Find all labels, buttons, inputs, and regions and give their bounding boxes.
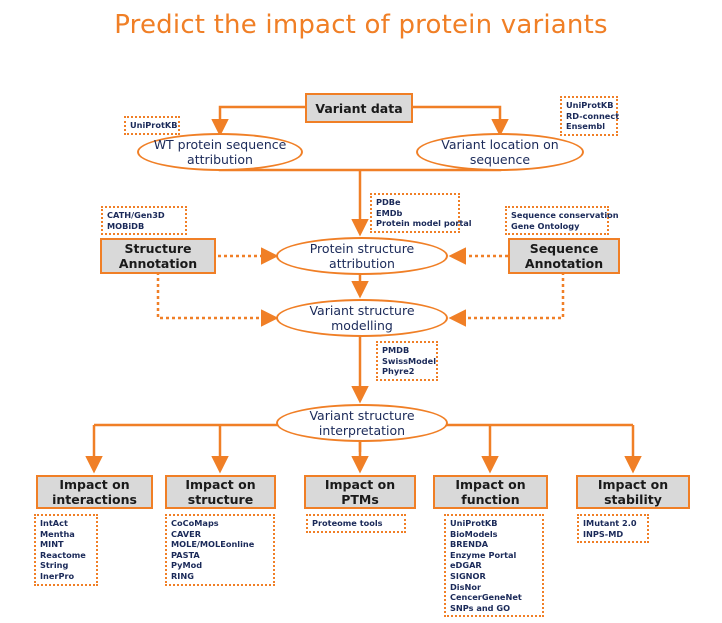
source-item: MOBiDB	[107, 220, 145, 231]
source-item: Proteome tools	[312, 518, 383, 528]
node-impact-ptms-label: Impact on PTMs	[324, 477, 396, 507]
source-item: Sequence conservation	[511, 210, 619, 220]
source-item: IMutant 2.0	[583, 518, 637, 528]
source-item: Phyre2	[382, 366, 415, 377]
node-variant-location: Variant location on sequence	[416, 133, 584, 171]
source-item: Reactome	[40, 549, 86, 560]
node-impact-function: Impact on function	[433, 475, 548, 509]
node-impact-interactions: Impact on interactions	[36, 475, 153, 509]
arrow-variant-to-location	[413, 105, 509, 137]
node-impact-stability-label: Impact on stability	[597, 477, 669, 507]
source-item: String	[40, 560, 69, 571]
page-title: Predict the impact of protein variants	[114, 10, 608, 40]
source-item: CAVER	[171, 528, 202, 539]
node-sequence-annotation-label: Sequence Annotation	[524, 241, 604, 271]
node-wt-sequence-label: WT protein sequence attribution	[153, 137, 287, 167]
sources-variant-modelling: PMDB SwissModel Phyre2	[376, 341, 438, 381]
source-item: InerPro	[40, 570, 75, 581]
source-item: PyMod	[171, 560, 203, 571]
source-item: eDGAR	[450, 560, 482, 571]
source-item: BRENDA	[450, 539, 489, 550]
dotted-structure-annotation-to-modelling	[156, 272, 279, 327]
source-item: CATH/Gen3D	[107, 210, 165, 220]
source-item: SwissModel	[382, 355, 437, 366]
node-impact-structure: Impact on structure	[165, 475, 276, 509]
sources-wt-sequence: UniProtKB	[124, 116, 180, 135]
node-variant-location-label: Variant location on sequence	[441, 137, 559, 167]
node-impact-structure-label: Impact on structure	[185, 477, 256, 507]
sources-impact-structure: CoCoMaps CAVER MOLE/MOLEonline PASTA PyM…	[165, 514, 275, 586]
node-impact-ptms: Impact on PTMs	[304, 475, 416, 509]
source-item: UniProtKB	[450, 518, 498, 528]
source-item: EMDb	[376, 207, 403, 218]
source-item: PDBe	[376, 197, 401, 207]
node-variant-modelling-label: Variant structure modelling	[309, 303, 415, 333]
node-variant-interpretation-label: Variant structure interpretation	[309, 408, 415, 438]
node-variant-interpretation: Variant structure interpretation	[276, 404, 448, 442]
source-item: MOLE/MOLEonline	[171, 539, 255, 550]
source-item: RING	[171, 570, 194, 581]
node-wt-sequence: WT protein sequence attribution	[137, 133, 303, 171]
sources-variant-location: UniProtKB RD-connect Ensembl	[560, 96, 620, 136]
node-protein-structure: Protein structure attribution	[276, 237, 448, 275]
source-item: CoCoMaps	[171, 518, 219, 528]
source-item: Mentha	[40, 528, 75, 539]
source-item: MINT	[40, 539, 64, 550]
sources-protein-structure: PDBe EMDb Protein model portal	[370, 193, 472, 233]
source-item: Gene Ontology	[511, 220, 580, 231]
source-item: PMDB	[382, 345, 410, 355]
source-item: UniProtKB	[130, 120, 178, 130]
source-item: Ensembl	[566, 121, 606, 132]
node-structure-annotation: Structure Annotation	[100, 238, 216, 274]
sources-impact-ptms: Proteome tools	[306, 514, 406, 533]
node-variant-data-label: Variant data	[315, 100, 403, 116]
node-impact-function-label: Impact on function	[455, 477, 526, 507]
dotted-sequence-annotation-to-modelling	[448, 272, 565, 327]
source-item: PASTA	[171, 549, 200, 560]
sources-impact-interactions: IntAct Mentha MINT Reactome String InerP…	[34, 514, 98, 586]
source-item: DisNor	[450, 581, 481, 592]
node-structure-annotation-label: Structure Annotation	[118, 241, 198, 271]
source-item: CencerGeneNet	[450, 592, 522, 603]
source-item: RD-connect	[566, 110, 620, 121]
node-sequence-annotation: Sequence Annotation	[508, 238, 620, 274]
source-item: SNPs and GO	[450, 602, 511, 613]
source-item: INPS-MD	[583, 528, 624, 539]
source-item: UniProtKB	[566, 100, 614, 110]
source-item: IntAct	[40, 518, 68, 528]
arrow-variant-to-wt	[211, 105, 305, 137]
source-item: BioModels	[450, 528, 498, 539]
sources-sequence-annotation: Sequence conservation Gene Ontology	[505, 206, 619, 236]
node-impact-stability: Impact on stability	[576, 475, 690, 509]
node-impact-interactions-label: Impact on interactions	[52, 477, 137, 507]
sources-structure-annotation: CATH/Gen3D MOBiDB	[101, 206, 187, 236]
node-protein-structure-label: Protein structure attribution	[309, 241, 415, 271]
source-item: Protein model portal	[376, 218, 472, 229]
node-variant-modelling: Variant structure modelling	[276, 299, 448, 337]
source-item: Enzyme Portal	[450, 549, 517, 560]
node-variant-data: Variant data	[305, 93, 413, 123]
sources-impact-function: UniProtKB BioModels BRENDA Enzyme Portal…	[444, 514, 544, 618]
source-item: SIGNOR	[450, 570, 486, 581]
sources-impact-stability: IMutant 2.0 INPS-MD	[577, 514, 649, 544]
